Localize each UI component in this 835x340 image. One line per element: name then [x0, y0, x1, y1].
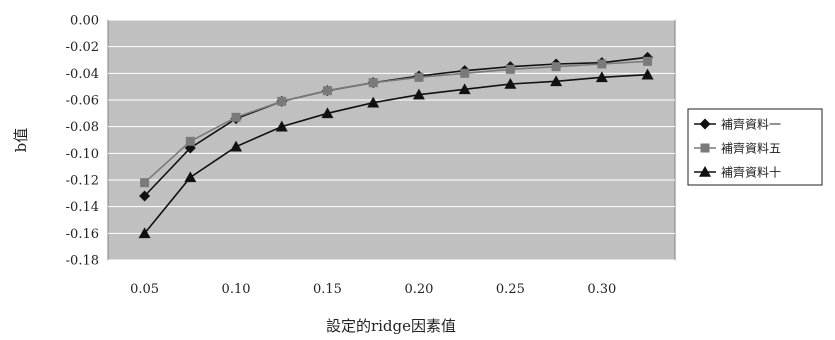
y-tick-label: -0.02: [66, 40, 99, 55]
data-point: [505, 64, 515, 74]
legend-label: 補齊資料一: [721, 118, 781, 132]
data-point: [139, 190, 151, 202]
series-line: [144, 60, 648, 184]
data-point: [185, 136, 195, 146]
data-point: [551, 62, 561, 72]
data-point: [322, 86, 332, 96]
legend-marker: [700, 143, 710, 153]
data-point: [140, 178, 150, 188]
x-axis-title: 設定的ridge因素值: [326, 317, 456, 335]
legend-item-2: 補齊資料五: [694, 142, 781, 156]
series-2: [140, 56, 653, 188]
data-point: [597, 59, 607, 69]
legend-label: 補齊資料五: [721, 142, 781, 156]
y-tick-label: -0.12: [66, 174, 99, 189]
series-3: [138, 68, 654, 239]
y-tick-label: -0.14: [66, 200, 99, 215]
grid-lines: [108, 19, 675, 261]
x-tick-label: 0.30: [587, 282, 616, 297]
data-point: [550, 75, 563, 87]
series-lines: [138, 51, 654, 239]
legend-marker: [699, 118, 711, 130]
data-point: [367, 96, 380, 108]
y-tick-label: -0.06: [66, 94, 99, 109]
data-point: [641, 68, 654, 80]
x-tick-label: 0.05: [130, 282, 159, 297]
data-point: [368, 78, 378, 88]
y-tick-label: -0.04: [66, 67, 99, 82]
legend-item-1: 補齊資料一: [694, 118, 781, 132]
data-point: [230, 140, 243, 152]
x-tick-label: 0.15: [313, 282, 342, 297]
x-tick-label: 0.25: [496, 282, 525, 297]
y-tick-label: -0.08: [66, 120, 99, 135]
data-point: [504, 78, 517, 89]
data-point: [458, 83, 471, 95]
legend-item-3: 補齊資料十: [694, 166, 781, 180]
data-point: [460, 68, 470, 78]
y-axis-title: b值: [12, 128, 30, 153]
data-point: [231, 112, 241, 122]
legend-label: 補齊資料十: [721, 166, 781, 180]
x-tick-label: 0.20: [404, 282, 433, 297]
y-tick-label: -0.16: [66, 227, 99, 242]
x-tick-label: 0.10: [222, 282, 251, 297]
series-line: [143, 73, 648, 234]
data-point: [643, 56, 653, 66]
y-tick-label: -0.18: [66, 254, 99, 269]
data-point: [321, 107, 334, 119]
y-tick-labels: 0.00 -0.02 -0.04 -0.06 -0.08 -0.10 -0.12 -0.14 -…: [66, 14, 99, 269]
y-tick-label: 0.00: [70, 14, 99, 29]
y-tick-label: -0.10: [66, 147, 99, 162]
data-point: [184, 171, 197, 183]
x-tick-labels: 0.05 0.10 0.15 0.20 0.25 0.30: [130, 282, 616, 297]
data-point: [412, 88, 425, 100]
data-point: [275, 120, 288, 132]
data-point: [414, 72, 424, 82]
data-point: [595, 71, 608, 83]
data-point: [277, 96, 287, 106]
data-point: [138, 227, 151, 239]
legend-marker: [699, 166, 711, 177]
